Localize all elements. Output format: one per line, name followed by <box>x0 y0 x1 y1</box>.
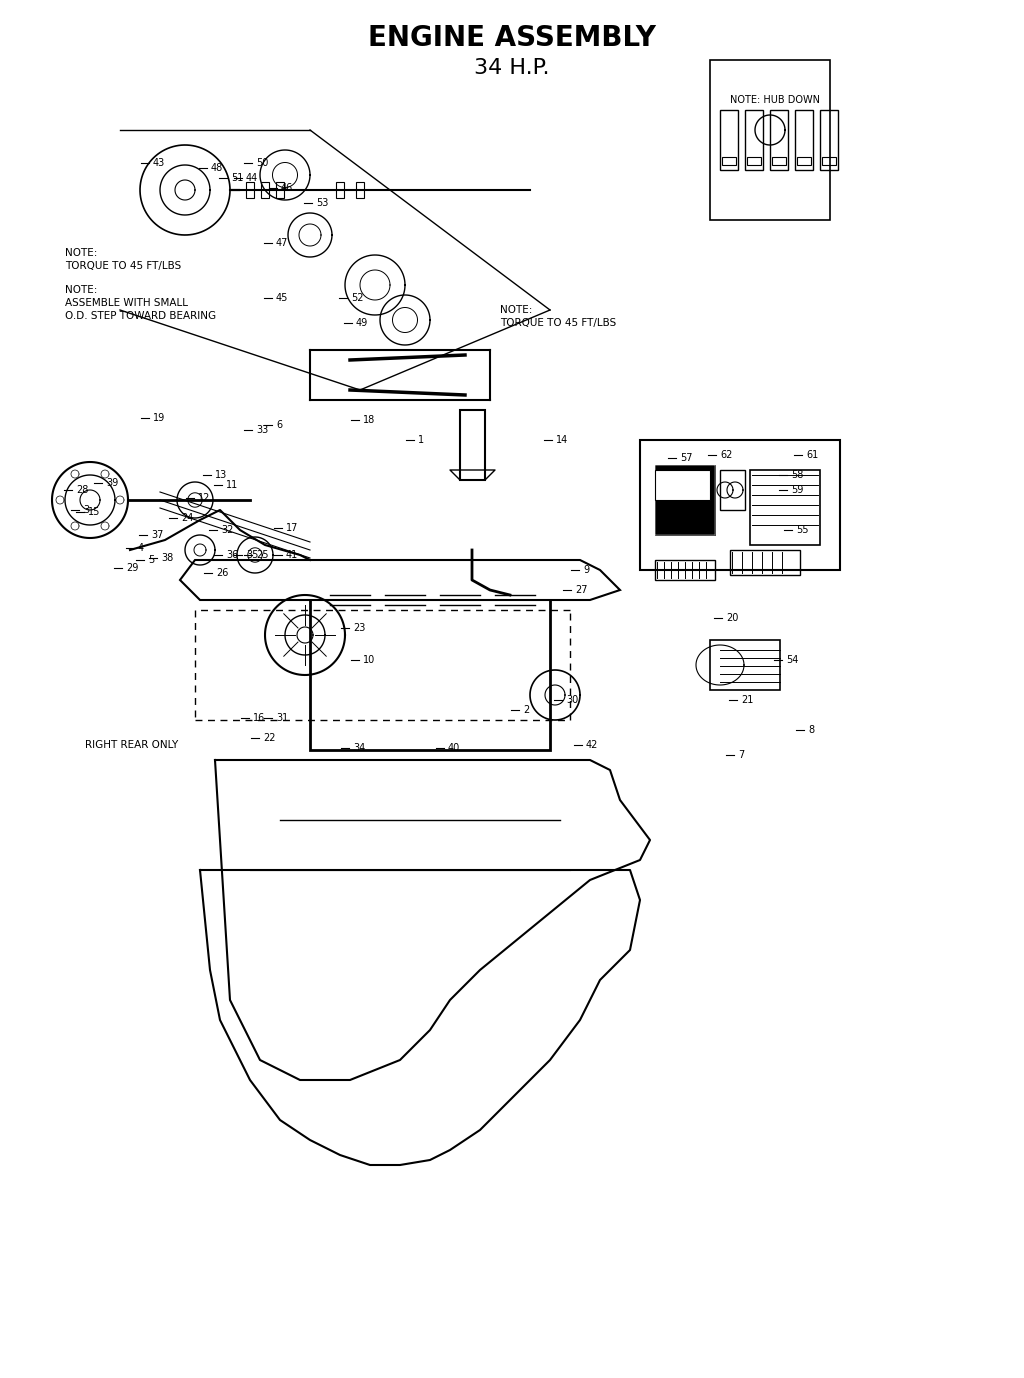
Bar <box>820 110 838 169</box>
Text: 35: 35 <box>246 550 258 559</box>
Text: 48: 48 <box>211 163 223 174</box>
Text: 46: 46 <box>281 183 293 193</box>
Text: 1: 1 <box>418 435 424 445</box>
Text: RIGHT REAR ONLY: RIGHT REAR ONLY <box>85 740 178 750</box>
Text: 22: 22 <box>263 733 275 743</box>
Text: 60: 60 <box>685 525 697 535</box>
Text: NOTE:
TORQUE TO 45 FT/LBS: NOTE: TORQUE TO 45 FT/LBS <box>65 248 181 271</box>
Text: 24: 24 <box>181 513 194 524</box>
Text: 10: 10 <box>362 655 375 666</box>
Text: 42: 42 <box>586 740 598 750</box>
Text: 32: 32 <box>221 525 233 535</box>
Text: 3: 3 <box>83 504 89 515</box>
Text: ENGINE ASSEMBLY: ENGINE ASSEMBLY <box>368 23 656 52</box>
Bar <box>710 61 830 220</box>
Bar <box>261 182 269 198</box>
Text: 13: 13 <box>215 470 227 480</box>
Text: 44: 44 <box>246 174 258 183</box>
Bar <box>655 464 715 535</box>
Bar <box>710 639 780 690</box>
Bar <box>722 157 736 165</box>
Bar <box>655 559 715 580</box>
Text: 29: 29 <box>126 564 138 573</box>
Text: NOTE:
ASSEMBLE WITH SMALL
O.D. STEP TOWARD BEARING: NOTE: ASSEMBLE WITH SMALL O.D. STEP TOWA… <box>65 285 216 321</box>
Text: 2: 2 <box>523 706 529 715</box>
Text: 25: 25 <box>256 550 268 559</box>
Text: 14: 14 <box>556 435 568 445</box>
Text: 51: 51 <box>231 174 244 183</box>
Text: 7: 7 <box>738 750 744 761</box>
Text: 8: 8 <box>808 725 814 734</box>
Text: 49: 49 <box>356 318 369 328</box>
Bar <box>720 110 738 169</box>
Text: 18: 18 <box>362 415 375 424</box>
Text: 17: 17 <box>286 524 298 533</box>
Text: 16: 16 <box>253 712 265 723</box>
Text: 53: 53 <box>316 198 329 208</box>
Text: 57: 57 <box>680 453 692 463</box>
Text: 61: 61 <box>806 451 818 460</box>
Text: 52: 52 <box>351 294 364 303</box>
Text: 19: 19 <box>153 413 165 423</box>
Text: 58: 58 <box>791 470 804 480</box>
Bar <box>246 182 254 198</box>
Text: 20: 20 <box>726 613 738 623</box>
Bar <box>745 110 763 169</box>
Bar <box>730 550 800 575</box>
Bar <box>770 110 788 169</box>
Text: 12: 12 <box>198 493 210 503</box>
Text: 26: 26 <box>216 568 228 577</box>
Text: 23: 23 <box>353 623 366 633</box>
Bar <box>655 464 715 535</box>
Text: 33: 33 <box>256 424 268 435</box>
Bar <box>655 470 710 500</box>
Bar <box>772 157 786 165</box>
Text: 11: 11 <box>226 480 239 491</box>
Text: 36: 36 <box>226 550 239 559</box>
Text: 9: 9 <box>583 565 589 575</box>
Text: 50: 50 <box>256 158 268 168</box>
Text: 34 H.P.: 34 H.P. <box>474 58 550 79</box>
Bar <box>336 182 344 198</box>
Text: 5: 5 <box>148 555 155 565</box>
Text: NOTE:
TORQUE TO 45 FT/LBS: NOTE: TORQUE TO 45 FT/LBS <box>500 305 616 328</box>
Text: 43: 43 <box>153 158 165 168</box>
Text: NOTE: HUB DOWN: NOTE: HUB DOWN <box>730 95 820 105</box>
Text: 31: 31 <box>276 712 288 723</box>
Text: 62: 62 <box>720 451 732 460</box>
Text: 37: 37 <box>151 531 164 540</box>
Bar <box>822 157 836 165</box>
Text: 41: 41 <box>286 550 298 559</box>
Text: 59: 59 <box>791 485 804 495</box>
Text: 39: 39 <box>106 478 118 488</box>
Text: 34: 34 <box>353 743 366 752</box>
Polygon shape <box>180 559 620 599</box>
Bar <box>356 182 364 198</box>
Text: 28: 28 <box>76 485 88 495</box>
Text: 56: 56 <box>696 504 709 515</box>
Text: 6: 6 <box>276 420 283 430</box>
Text: 54: 54 <box>786 655 799 666</box>
Text: 38: 38 <box>161 553 173 564</box>
Bar <box>276 182 284 198</box>
Bar <box>640 440 840 570</box>
Text: 27: 27 <box>575 586 588 595</box>
Bar <box>795 110 813 169</box>
Bar <box>460 411 485 480</box>
Text: 55: 55 <box>796 525 809 535</box>
Text: 15: 15 <box>88 507 100 517</box>
Bar <box>720 470 745 510</box>
Bar <box>746 157 761 165</box>
Text: 30: 30 <box>566 695 579 706</box>
Text: 21: 21 <box>741 695 754 706</box>
Bar <box>797 157 811 165</box>
Text: 45: 45 <box>276 294 289 303</box>
Bar <box>750 470 820 546</box>
Text: 47: 47 <box>276 238 289 248</box>
Text: 4: 4 <box>138 543 144 553</box>
Text: 40: 40 <box>449 743 460 752</box>
